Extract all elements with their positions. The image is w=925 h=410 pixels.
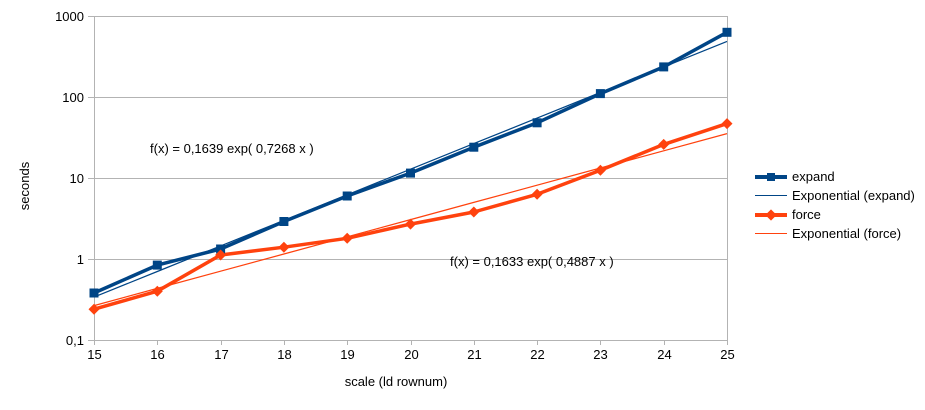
trendline-sample — [755, 194, 787, 196]
data-point-expand — [216, 244, 226, 254]
y-axis-title: seconds — [17, 161, 32, 211]
data-point-force — [721, 118, 733, 130]
data-point-force — [468, 206, 480, 218]
data-point-expand — [342, 191, 352, 201]
data-point-force — [405, 218, 416, 230]
legend-label-force: force — [792, 207, 821, 222]
legend-item-force: force — [755, 205, 915, 224]
diamond-marker-icon — [765, 208, 777, 221]
data-point-expand — [89, 288, 99, 298]
trendline-sample — [755, 232, 787, 234]
data-point-expand — [659, 62, 669, 72]
data-point-force — [658, 138, 670, 150]
data-point-expand — [152, 260, 162, 270]
data-point-force — [531, 188, 543, 200]
series-line-expand — [92, 30, 729, 295]
legend-item-exponential-force: Exponential (force) — [755, 224, 915, 243]
data-point-expand — [279, 217, 289, 226]
exponential-force-swatch — [755, 227, 787, 241]
data-point-force — [278, 241, 290, 253]
data-point-force — [594, 164, 606, 176]
trendline-formula-expand: f(x) = 0,1639 exp( 0,7268 x ) — [150, 141, 314, 156]
data-point-expand — [595, 89, 605, 99]
legend: expand Exponential (expand) force Expone… — [755, 167, 915, 243]
legend-item-exponential-expand: Exponential (expand) — [755, 186, 915, 205]
data-point-force — [151, 285, 163, 297]
legend-item-expand: expand — [755, 167, 915, 186]
data-point-expand — [532, 118, 542, 128]
legend-label-expand: expand — [792, 169, 835, 184]
exponential-expand-swatch — [755, 189, 787, 203]
data-point-expand — [722, 27, 732, 37]
expand-series-swatch — [755, 170, 787, 184]
data-point-expand — [406, 168, 415, 178]
data-point-expand — [469, 142, 479, 152]
square-marker-icon — [767, 172, 775, 181]
data-point-force — [341, 232, 353, 244]
legend-label-exponential-force: Exponential (force) — [792, 226, 902, 241]
legend-label-exponential-expand: Exponential (expand) — [792, 188, 915, 203]
data-point-force — [215, 249, 227, 261]
trendline-formula-force: f(x) = 0,1633 exp( 0,4887 x ) — [450, 254, 614, 269]
data-point-force — [88, 303, 100, 315]
x-axis-title: scale (ld rownum) — [344, 374, 448, 389]
force-series-swatch — [755, 208, 787, 222]
